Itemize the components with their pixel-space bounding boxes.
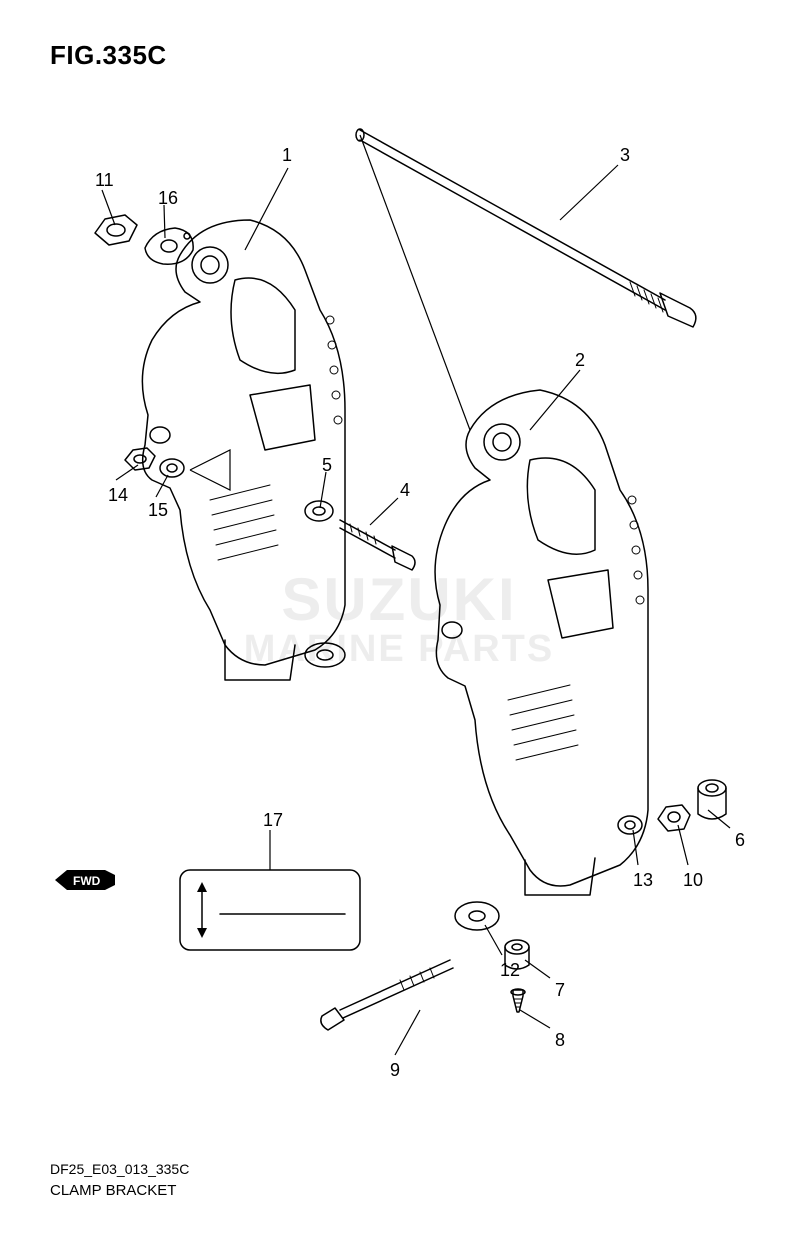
- part-nut-10: [658, 805, 690, 831]
- leader-line: [520, 1010, 550, 1028]
- part-nut-14: [125, 448, 155, 470]
- guide-line: [360, 135, 470, 430]
- callout-13: 13: [633, 870, 653, 891]
- leader-line: [678, 825, 688, 865]
- callout-7: 7: [555, 980, 565, 1001]
- callout-5: 5: [322, 455, 332, 476]
- part-label-plate-17: [180, 870, 360, 950]
- part-washer-13: [618, 816, 642, 834]
- callout-16: 16: [158, 188, 178, 209]
- callout-14: 14: [108, 485, 128, 506]
- leader-line: [116, 465, 138, 480]
- leader-line: [164, 205, 165, 238]
- part-washer-12: [455, 902, 499, 930]
- part-shaft-3: [356, 129, 696, 327]
- callout-10: 10: [683, 870, 703, 891]
- part-washer-15: [160, 459, 184, 477]
- part-washer-5: [305, 501, 333, 521]
- callout-2: 2: [575, 350, 585, 371]
- callout-8: 8: [555, 1030, 565, 1051]
- footer-title: CLAMP BRACKET: [50, 1182, 176, 1199]
- fwd-text: FWD: [73, 874, 101, 888]
- diagram-svg: FWD: [0, 0, 798, 1237]
- leader-line: [560, 165, 618, 220]
- callout-15: 15: [148, 500, 168, 521]
- callout-6: 6: [735, 830, 745, 851]
- callout-9: 9: [390, 1060, 400, 1081]
- footer-code: DF25_E03_013_335C: [50, 1161, 189, 1177]
- part-bolt-4: [340, 520, 415, 570]
- callout-17: 17: [263, 810, 283, 831]
- part-screw-8: [511, 989, 525, 1012]
- leader-lines: [102, 165, 730, 1055]
- leader-line: [525, 960, 550, 978]
- leader-line: [530, 370, 580, 430]
- part-bracket-left: [142, 220, 345, 680]
- leader-line: [370, 498, 398, 525]
- leader-bracket-14-15: [190, 450, 230, 490]
- leader-line: [395, 1010, 420, 1055]
- callout-3: 3: [620, 145, 630, 166]
- callout-1: 1: [282, 145, 292, 166]
- part-bolt-9: [321, 960, 453, 1030]
- diagram-canvas: FIG.335C SUZUKI MARINE PARTS FWD: [0, 0, 798, 1237]
- fwd-badge: FWD: [55, 870, 115, 890]
- part-nut-11: [95, 215, 137, 245]
- leader-line: [633, 830, 638, 865]
- part-bracket-right: [435, 390, 648, 895]
- leader-line: [245, 168, 288, 250]
- leader-line: [485, 925, 502, 955]
- callout-12: 12: [500, 960, 520, 981]
- callout-11: 11: [95, 170, 114, 191]
- callout-4: 4: [400, 480, 410, 501]
